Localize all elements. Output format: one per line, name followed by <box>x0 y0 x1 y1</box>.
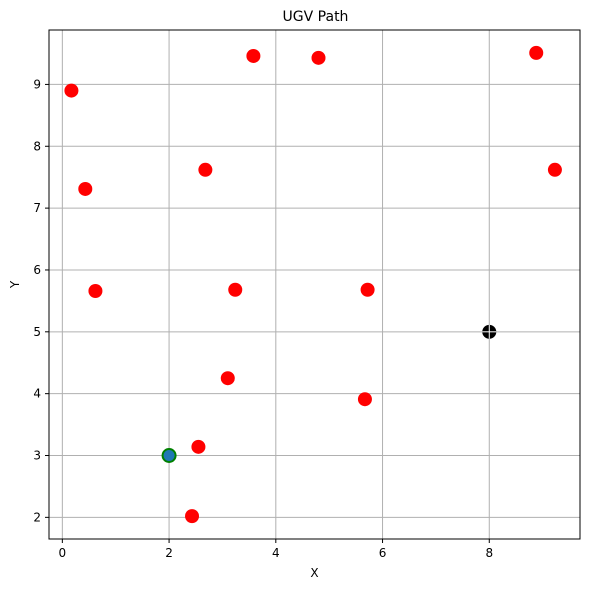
x-tick-label: 0 <box>59 546 67 560</box>
y-tick-label: 7 <box>33 201 41 215</box>
y-tick-label: 4 <box>33 387 41 401</box>
y-tick-label: 6 <box>33 263 41 277</box>
y-tick-label: 8 <box>33 139 41 153</box>
chart-title: UGV Path <box>283 9 349 25</box>
plot-frame <box>48 29 581 540</box>
data-point <box>64 83 79 98</box>
y-axis-label: Y <box>8 280 22 289</box>
data-point <box>185 509 200 524</box>
axis-ticks: 0 2 4 6 8 2 3 4 5 6 7 8 9 <box>33 77 493 560</box>
data-point <box>357 392 372 407</box>
x-tick-label: 4 <box>272 546 280 560</box>
data-point <box>246 48 261 63</box>
y-tick-label: 5 <box>33 325 41 339</box>
data-point <box>220 371 235 386</box>
y-tick-label: 3 <box>33 449 41 463</box>
x-tick-label: 2 <box>165 546 173 560</box>
data-point <box>529 45 544 60</box>
data-point <box>547 162 562 177</box>
start-point-marker <box>161 448 177 464</box>
data-point <box>360 282 375 297</box>
y-tick-label: 9 <box>33 77 41 91</box>
data-point <box>78 181 93 196</box>
data-point <box>191 439 206 454</box>
x-axis-label: X <box>310 566 318 580</box>
data-point <box>198 162 213 177</box>
x-tick-label: 6 <box>379 546 387 560</box>
y-tick-label: 2 <box>33 510 41 524</box>
data-point <box>311 50 326 65</box>
grid <box>49 30 580 539</box>
data-points <box>64 45 562 524</box>
x-tick-label: 8 <box>485 546 493 560</box>
data-point <box>88 283 103 298</box>
data-point <box>228 282 243 297</box>
